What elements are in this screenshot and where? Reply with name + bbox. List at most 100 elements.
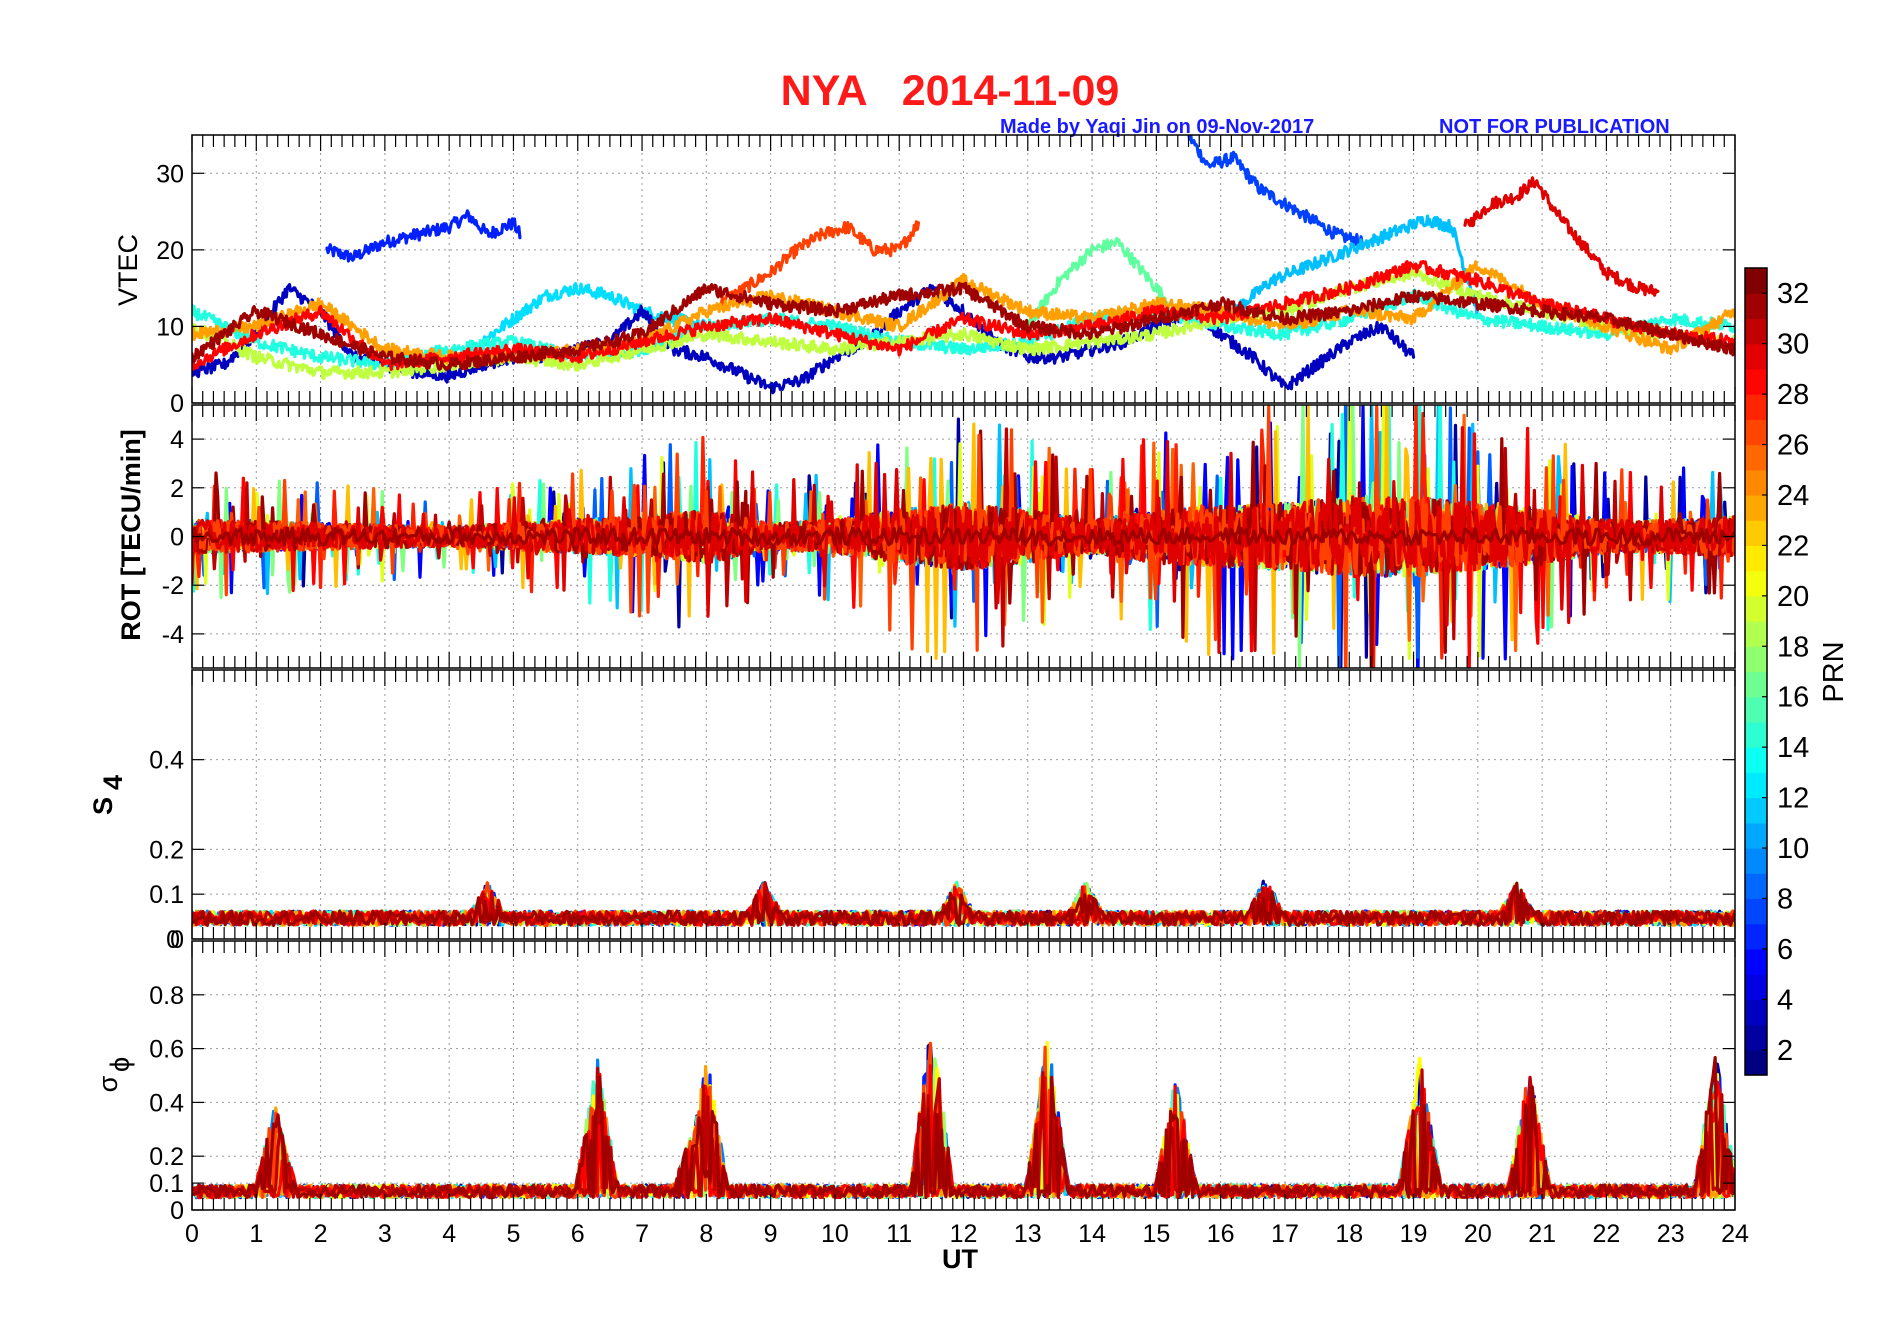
x-tick-label: 9 bbox=[764, 1220, 778, 1248]
colorbar-tick-label: 8 bbox=[1777, 883, 1793, 915]
colorbar-step bbox=[1745, 469, 1767, 496]
y-tick-label: 0.8 bbox=[149, 982, 184, 1010]
colorbar-step bbox=[1745, 646, 1767, 673]
x-tick-label: 21 bbox=[1528, 1220, 1556, 1248]
traces bbox=[192, 405, 1735, 668]
x-tick-label: 4 bbox=[442, 1220, 456, 1248]
s4-ylabel-main: S bbox=[88, 797, 118, 815]
colorbar-step bbox=[1745, 570, 1767, 597]
y-tick-label: -4 bbox=[162, 621, 184, 649]
rot-ylabel: ROT [TECU/min] bbox=[116, 429, 146, 640]
colorbar-frame bbox=[1744, 267, 1768, 1076]
s4-zero-overlap: 0 bbox=[166, 926, 180, 954]
colorbar-step bbox=[1745, 444, 1767, 471]
colorbar-step bbox=[1745, 721, 1767, 748]
colorbar-step bbox=[1745, 394, 1767, 420]
sigma-ylabel-sub: ϕ bbox=[105, 1057, 135, 1072]
vtec-ylabel: VTEC bbox=[113, 234, 143, 306]
colorbar-tick-label: 4 bbox=[1777, 984, 1793, 1016]
colorbar-step bbox=[1745, 1049, 1767, 1076]
x-tick-label: 10 bbox=[821, 1220, 849, 1248]
y-tick-label: 0.4 bbox=[149, 747, 184, 775]
x-tick-label: 11 bbox=[886, 1220, 912, 1248]
y-tick-label: 0.1 bbox=[149, 1170, 184, 1198]
colorbar-step bbox=[1745, 1024, 1767, 1051]
panels: 0102030-4-202400.10.20.400.10.20.40.60.8… bbox=[149, 134, 1749, 1248]
colorbar-tick-label: 32 bbox=[1777, 278, 1809, 310]
sigma_phi-trace-prn27 bbox=[192, 1041, 1735, 1200]
vtec-trace-prn11 bbox=[1231, 214, 1480, 315]
x-tick-label: 19 bbox=[1400, 1220, 1428, 1248]
colorbar-step bbox=[1745, 772, 1767, 799]
x-tick-label: 17 bbox=[1271, 1220, 1299, 1248]
s4-trace-prn32 bbox=[192, 881, 1735, 927]
colorbar-step bbox=[1745, 898, 1767, 925]
s4-ylabel: S 4 bbox=[88, 775, 128, 815]
x-tick-label: 7 bbox=[635, 1220, 649, 1248]
x-tick-label: 5 bbox=[507, 1220, 521, 1248]
panel-rot: -4 -2 0 2 4 bbox=[162, 404, 1736, 669]
x-tick-label: 2 bbox=[314, 1220, 328, 1248]
y-tick-label: 0 bbox=[170, 926, 184, 954]
x-tick-label: 0 bbox=[185, 1220, 199, 1248]
x-tick-label: 20 bbox=[1464, 1220, 1492, 1248]
traces bbox=[192, 1041, 1735, 1200]
sigma_phi-trace-prn21 bbox=[192, 1041, 1735, 1200]
x-tick-label: 22 bbox=[1593, 1220, 1621, 1248]
colorbar-tick-label: 24 bbox=[1777, 480, 1809, 512]
colorbar-step bbox=[1745, 822, 1767, 849]
credit-text: Made by Yaqi Jin on 09-Nov-2017 bbox=[1000, 116, 1314, 138]
colorbar-step bbox=[1745, 621, 1767, 647]
x-tick-label: 12 bbox=[950, 1220, 978, 1248]
x-tick-label: 23 bbox=[1657, 1220, 1685, 1248]
sigma-ylabel-main: σ bbox=[93, 1075, 123, 1092]
x-tick-label: 14 bbox=[1078, 1220, 1106, 1248]
x-tick-label: 18 bbox=[1335, 1220, 1363, 1248]
colorbar-tick-label: 20 bbox=[1777, 581, 1809, 613]
colorbar-tick-label: 18 bbox=[1777, 631, 1809, 663]
panel-s4: 0 0.1 0.2 0.4 bbox=[149, 669, 1736, 954]
colorbar-label: PRN bbox=[1818, 641, 1850, 702]
y-tick-label: 30 bbox=[156, 160, 184, 188]
x-tick-label: 15 bbox=[1142, 1220, 1170, 1248]
x-tick-label: 1 bbox=[249, 1220, 263, 1248]
colorbar-tick-label: 14 bbox=[1777, 732, 1809, 764]
y-tick-label: 10 bbox=[156, 313, 184, 341]
colorbar-tick-label: 10 bbox=[1777, 833, 1809, 865]
colorbar-step bbox=[1745, 368, 1767, 395]
traces bbox=[192, 135, 1735, 395]
rot-trace-core bbox=[192, 526, 1735, 547]
colorbar-tick-label: 22 bbox=[1777, 530, 1809, 562]
vtec-trace-prn24 bbox=[192, 260, 1735, 365]
vtec-trace-prn16 bbox=[1026, 236, 1171, 330]
colorbar-step bbox=[1745, 520, 1767, 547]
colorbar-step bbox=[1745, 848, 1767, 874]
y-tick-label: 0.6 bbox=[149, 1036, 184, 1064]
colorbar-tick-label: 26 bbox=[1777, 430, 1809, 462]
y-tick-label: 0.1 bbox=[149, 881, 184, 909]
vtec-trace-prn6 bbox=[325, 209, 522, 263]
vtec-trace-prn27 bbox=[717, 220, 921, 311]
y-tick-label: 0 bbox=[170, 1197, 184, 1225]
colorbar-step bbox=[1745, 999, 1767, 1026]
x-tick-label: 6 bbox=[571, 1220, 585, 1248]
y-tick-label: 2 bbox=[170, 475, 184, 503]
colorbar-tick-label: 12 bbox=[1777, 783, 1809, 815]
vtec-trace-prn32 bbox=[192, 281, 1735, 371]
y-tick-label: 4 bbox=[170, 426, 184, 454]
x-axis-label: UT bbox=[942, 1244, 978, 1274]
colorbar-step bbox=[1745, 343, 1767, 370]
s4-ylabel-sub: 4 bbox=[98, 775, 128, 790]
colorbar-step bbox=[1745, 268, 1767, 294]
sigma_phi-trace-prn6 bbox=[192, 1066, 1735, 1200]
vtec-trace-prn29 bbox=[192, 260, 1735, 371]
y-tick-label: -2 bbox=[162, 572, 184, 600]
vtec-trace-prn30 bbox=[1463, 176, 1660, 297]
colorbar-step bbox=[1745, 747, 1767, 773]
colorbar-step bbox=[1745, 595, 1767, 622]
colorbar-tick-label: 30 bbox=[1777, 329, 1809, 361]
colorbar-tick-label: 16 bbox=[1777, 682, 1809, 714]
colorbar-step bbox=[1745, 797, 1767, 824]
